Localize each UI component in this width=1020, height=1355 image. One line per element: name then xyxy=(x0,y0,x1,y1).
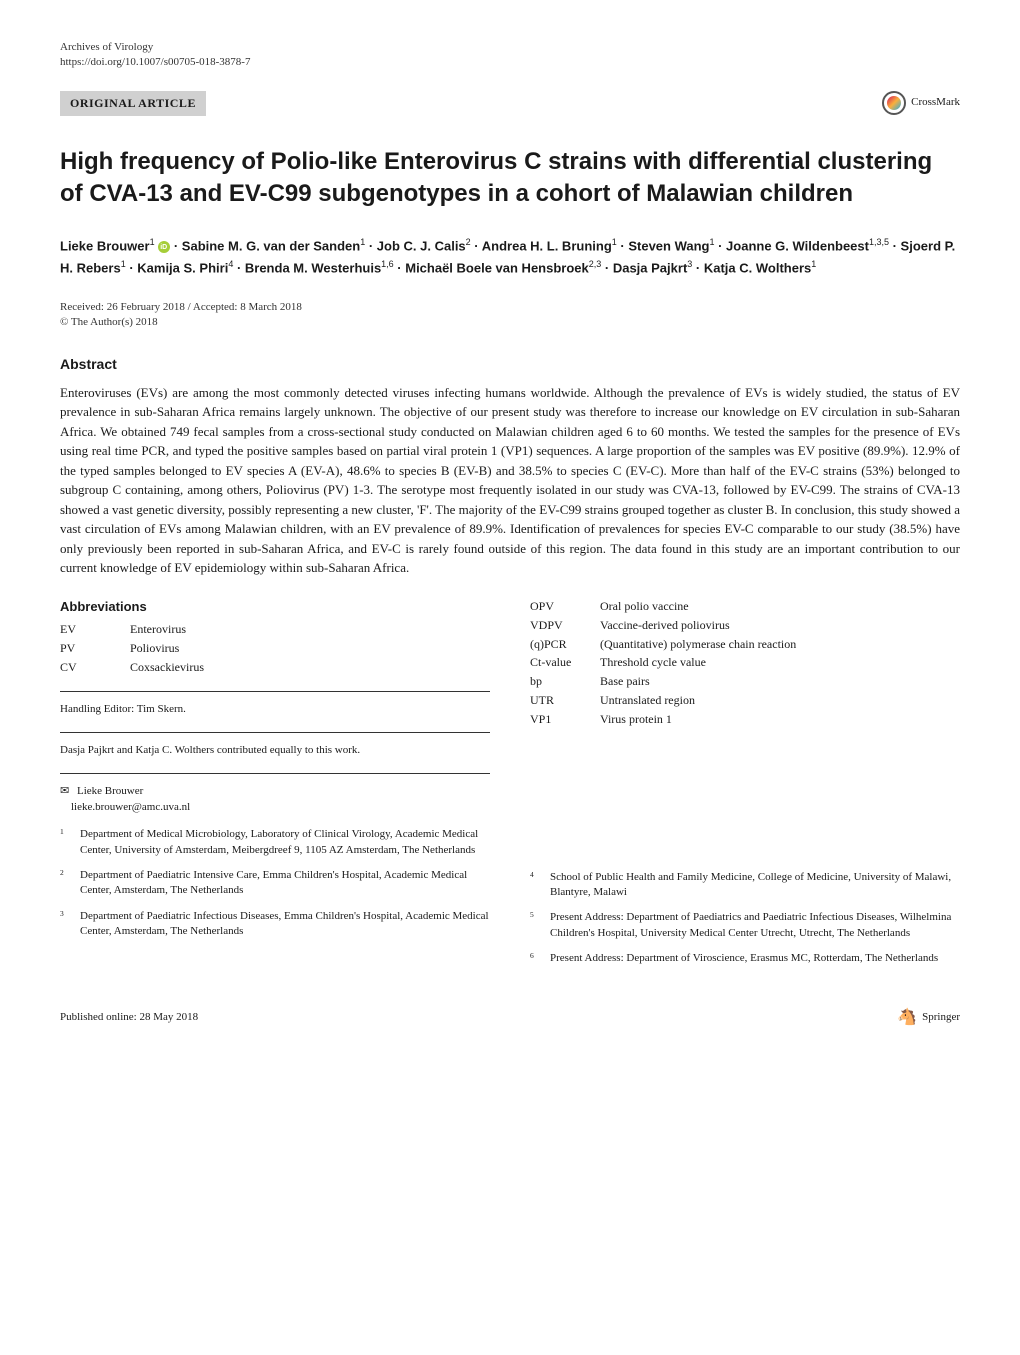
journal-name: Archives of Virology xyxy=(60,40,250,55)
abbrev-row: (q)PCR(Quantitative) polymerase chain re… xyxy=(530,636,960,653)
abbrev-row: VP1Virus protein 1 xyxy=(530,711,960,728)
section-divider xyxy=(60,773,490,774)
article-type-badge: ORIGINAL ARTICLE xyxy=(60,91,206,116)
corresponding-author: ✉ Lieke Brouwer lieke.brouwer@amc.uva.nl xyxy=(60,784,490,815)
abbrev-row: EVEnterovirus xyxy=(60,621,490,638)
authors-list: Lieke Brouwer1 · Sabine M. G. van der Sa… xyxy=(60,235,960,279)
two-column-layout: Abbreviations EVEnterovirusPVPoliovirusC… xyxy=(60,598,960,977)
affiliations-right: 4School of Public Health and Family Medi… xyxy=(530,870,960,967)
affiliation-row: 2Department of Paediatric Intensive Care… xyxy=(60,868,490,899)
left-column: Abbreviations EVEnterovirusPVPoliovirusC… xyxy=(60,598,490,977)
abbrev-term: VDPV xyxy=(530,617,600,634)
abbrev-term: VP1 xyxy=(530,711,600,728)
crossmark-badge[interactable]: CrossMark xyxy=(882,91,960,115)
abbrev-definition: (Quantitative) polymerase chain reaction xyxy=(600,636,960,653)
doi: https://doi.org/10.1007/s00705-018-3878-… xyxy=(60,55,250,70)
abbrev-term: bp xyxy=(530,673,600,690)
corresponding-author-name: Lieke Brouwer xyxy=(77,785,143,797)
article-type-bar: ORIGINAL ARTICLE CrossMark xyxy=(60,91,960,116)
affiliation-number: 3 xyxy=(60,909,80,940)
affiliation-row: 4School of Public Health and Family Medi… xyxy=(530,870,960,901)
abbreviations-heading: Abbreviations xyxy=(60,598,490,616)
crossmark-icon xyxy=(882,91,906,115)
affiliation-number: 1 xyxy=(60,827,80,858)
corresponding-author-email: lieke.brouwer@amc.uva.nl xyxy=(71,801,190,813)
affiliation-number: 6 xyxy=(530,951,550,966)
section-divider xyxy=(60,691,490,692)
page-footer: Published online: 28 May 2018 🐴 Springer xyxy=(60,1007,960,1029)
orcid-icon xyxy=(158,241,170,253)
envelope-icon: ✉ xyxy=(60,784,69,799)
publisher-name: Springer xyxy=(922,1010,960,1025)
abbrev-definition: Base pairs xyxy=(600,673,960,690)
abbrev-term: CV xyxy=(60,659,130,676)
abbrev-term: UTR xyxy=(530,692,600,709)
affiliation-row: 3Department of Paediatric Infectious Dis… xyxy=(60,909,490,940)
abbrev-definition: Coxsackievirus xyxy=(130,659,490,676)
affiliation-number: 5 xyxy=(530,910,550,941)
abbrev-row: Ct-valueThreshold cycle value xyxy=(530,654,960,671)
affiliation-text: Department of Paediatric Infectious Dise… xyxy=(80,909,490,940)
abbreviations-table-left: EVEnterovirusPVPoliovirusCVCoxsackieviru… xyxy=(60,621,490,675)
affiliation-number: 2 xyxy=(60,868,80,899)
affiliation-text: School of Public Health and Family Medic… xyxy=(550,870,960,901)
abbrev-term: OPV xyxy=(530,598,600,615)
affiliation-text: Department of Medical Microbiology, Labo… xyxy=(80,827,490,858)
abbrev-definition: Poliovirus xyxy=(130,640,490,657)
section-divider xyxy=(60,732,490,733)
abbrev-row: OPVOral polio vaccine xyxy=(530,598,960,615)
abstract-heading: Abstract xyxy=(60,355,960,375)
abbrev-term: Ct-value xyxy=(530,654,600,671)
article-title: High frequency of Polio-like Enterovirus… xyxy=(60,146,960,211)
abbrev-definition: Threshold cycle value xyxy=(600,654,960,671)
affiliations-left: 1Department of Medical Microbiology, Lab… xyxy=(60,827,490,939)
handling-editor-note: Handling Editor: Tim Skern. xyxy=(60,702,490,717)
equal-contribution-note: Dasja Pajkrt and Katja C. Wolthers contr… xyxy=(60,743,490,758)
abbrev-definition: Oral polio vaccine xyxy=(600,598,960,615)
abbrev-row: VDPVVaccine-derived poliovirus xyxy=(530,617,960,634)
affiliation-row: 5Present Address: Department of Paediatr… xyxy=(530,910,960,941)
abbrev-term: PV xyxy=(60,640,130,657)
dates-copyright: Received: 26 February 2018 / Accepted: 8… xyxy=(60,300,960,331)
affiliation-row: 6Present Address: Department of Viroscie… xyxy=(530,951,960,966)
abbreviations-table-right: OPVOral polio vaccineVDPVVaccine-derived… xyxy=(530,598,960,728)
abbrev-row: bpBase pairs xyxy=(530,673,960,690)
right-column: OPVOral polio vaccineVDPVVaccine-derived… xyxy=(530,598,960,977)
affiliation-text: Present Address: Department of Viroscien… xyxy=(550,951,960,966)
affiliation-text: Department of Paediatric Intensive Care,… xyxy=(80,868,490,899)
abstract-text: Enteroviruses (EVs) are among the most c… xyxy=(60,383,960,578)
crossmark-label: CrossMark xyxy=(911,95,960,110)
abbrev-definition: Virus protein 1 xyxy=(600,711,960,728)
abbrev-term: EV xyxy=(60,621,130,638)
copyright-line: © The Author(s) 2018 xyxy=(60,315,960,330)
abbrev-definition: Enterovirus xyxy=(130,621,490,638)
journal-info: Archives of Virology https://doi.org/10.… xyxy=(60,40,250,71)
abbrev-row: UTRUntranslated region xyxy=(530,692,960,709)
abbrev-row: PVPoliovirus xyxy=(60,640,490,657)
received-accepted-dates: Received: 26 February 2018 / Accepted: 8… xyxy=(60,300,960,315)
publisher-logo: 🐴 Springer xyxy=(897,1007,960,1029)
affiliation-row: 1Department of Medical Microbiology, Lab… xyxy=(60,827,490,858)
abbrev-definition: Vaccine-derived poliovirus xyxy=(600,617,960,634)
header-top: Archives of Virology https://doi.org/10.… xyxy=(60,40,960,71)
affiliation-text: Present Address: Department of Paediatri… xyxy=(550,910,960,941)
abbrev-term: (q)PCR xyxy=(530,636,600,653)
springer-horse-icon: 🐴 xyxy=(897,1007,917,1029)
published-online-date: Published online: 28 May 2018 xyxy=(60,1010,198,1025)
abbrev-row: CVCoxsackievirus xyxy=(60,659,490,676)
abbrev-definition: Untranslated region xyxy=(600,692,960,709)
affiliation-number: 4 xyxy=(530,870,550,901)
